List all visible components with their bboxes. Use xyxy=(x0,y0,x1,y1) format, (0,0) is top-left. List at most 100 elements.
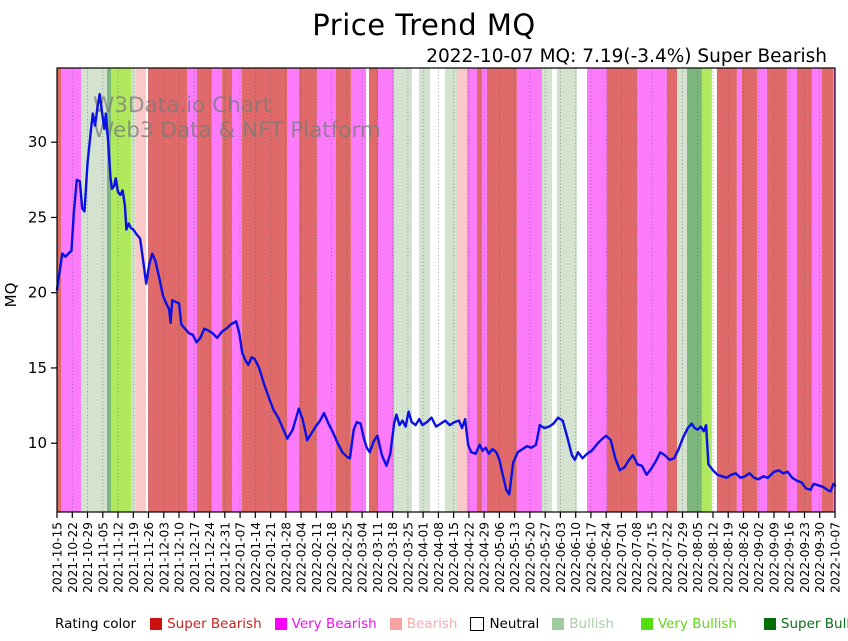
rating-band-super_bullish xyxy=(687,68,702,512)
rating-band-bullish xyxy=(542,68,553,512)
legend-label-neutral: Neutral xyxy=(489,616,540,632)
rating-band-bullish xyxy=(394,68,412,512)
rating-band-super_bearish xyxy=(336,68,351,512)
legend-swatch-very-bearish xyxy=(274,618,287,630)
rating-band-bearish xyxy=(457,68,467,512)
x-axis-tick-label: 2022-03-25 xyxy=(401,522,415,593)
plot-frame xyxy=(56,67,836,513)
x-axis-tick-label: 2022-01-28 xyxy=(279,522,293,593)
rating-legend: Rating color Super Bearish Very Bearish Be… xyxy=(55,616,848,632)
legend-label-super-bullish: Super Bullish xyxy=(780,616,848,632)
x-axis-tick-label: 2022-08-26 xyxy=(737,522,751,593)
x-axis-tick-label: 2021-12-24 xyxy=(203,522,217,593)
rating-band-super_bearish xyxy=(477,68,482,512)
x-axis-tick-label: 2022-03-11 xyxy=(371,522,385,593)
x-axis-tick-label: 2022-02-11 xyxy=(310,522,324,593)
x-axis-tick-label: 2022-07-15 xyxy=(645,522,659,593)
x-axis-tick-label: 2022-02-25 xyxy=(340,522,354,593)
x-axis-tick-label: 2022-01-14 xyxy=(249,522,263,593)
y-axis-tick-label: 30 xyxy=(28,133,47,151)
x-axis-tick-label: 2022-09-09 xyxy=(768,522,782,593)
x-axis-tick-label: 2022-04-08 xyxy=(432,522,446,593)
y-axis-label: MQ xyxy=(2,283,20,308)
legend-swatch-super-bullish xyxy=(763,618,776,630)
rating-band-super_bearish xyxy=(822,68,833,512)
x-axis-tick-label: 2022-09-16 xyxy=(783,522,797,593)
y-axis-tick-label: 25 xyxy=(28,208,47,226)
x-axis-tick-label: 2021-10-29 xyxy=(81,522,95,593)
x-axis-tick-label: 2021-12-17 xyxy=(188,522,202,593)
rating-band-very_bearish xyxy=(786,68,797,512)
rating-band-super_bearish xyxy=(242,68,287,512)
legend-swatch-very-bullish xyxy=(640,618,653,630)
rating-band-very_bearish xyxy=(212,68,223,512)
legend-label-very-bullish: Very Bullish xyxy=(657,616,737,632)
legend-lead-label: Rating color xyxy=(55,616,137,632)
rating-band-super_bearish xyxy=(369,68,378,512)
x-axis-tick-label: 2021-11-05 xyxy=(96,522,110,593)
legend-item-super-bearish: Super Bearish xyxy=(150,616,262,632)
x-axis-tick-label: 2022-07-08 xyxy=(630,522,644,593)
x-axis-tick-label: 2022-01-21 xyxy=(264,522,278,593)
x-axis-tick-label: 2022-09-02 xyxy=(752,522,766,593)
x-axis-tick-label: 2022-05-06 xyxy=(493,522,507,593)
rating-band-super_bearish xyxy=(716,68,737,512)
x-axis-tick-label: 2022-02-18 xyxy=(325,522,339,593)
x-axis-tick-label: 2022-06-03 xyxy=(554,522,568,593)
rating-band-super_bearish xyxy=(767,68,787,512)
y-axis-tick-label: 10 xyxy=(28,434,47,452)
mq-line xyxy=(55,92,837,496)
x-axis-tick-label: 2022-04-29 xyxy=(478,522,492,593)
x-axis-tick-label: 2022-08-19 xyxy=(722,522,736,593)
x-axis-tick-label: 2021-12-03 xyxy=(157,522,171,593)
rating-band-super_bearish xyxy=(197,68,212,512)
legend-label-very-bearish: Very Bearish xyxy=(291,616,377,632)
x-axis-tick-label: 2022-09-30 xyxy=(813,522,827,593)
chart-subtitle: 2022-10-07 MQ: 7.19(-3.4%) Super Bearish xyxy=(426,46,827,67)
rating-band-very_bearish xyxy=(187,68,198,512)
rating-band-very_bearish xyxy=(587,68,607,512)
x-axis-tick-label: 2022-06-17 xyxy=(584,522,598,593)
x-axis-tick-label: 2021-11-12 xyxy=(112,522,126,593)
rating-band-super_bearish xyxy=(222,68,232,512)
x-axis-tick-label: 2021-12-10 xyxy=(173,522,187,593)
rating-band-very_bearish xyxy=(351,68,367,512)
rating-band-very_bearish xyxy=(287,68,299,512)
x-axis-tick-label: 2022-07-22 xyxy=(661,522,675,593)
rating-band-super_bearish xyxy=(741,68,757,512)
rating-band-super_bearish xyxy=(487,68,517,512)
rating-band-bullish xyxy=(444,68,457,512)
x-axis-tick-label: 2022-01-07 xyxy=(234,522,248,593)
rating-band-very_bearish xyxy=(757,68,767,512)
legend-item-very-bearish: Very Bearish xyxy=(274,616,377,632)
legend-item-very-bullish: Very Bullish xyxy=(640,616,737,632)
x-axis-tick-label: 2022-04-15 xyxy=(447,522,461,593)
rating-band-super_bearish xyxy=(57,68,61,512)
rating-band-very_bearish xyxy=(833,68,835,512)
x-axis-tick-label: 2022-06-24 xyxy=(600,522,614,593)
rating-band-very_bearish xyxy=(812,68,823,512)
x-axis-tick-label: 2022-09-23 xyxy=(798,522,812,593)
rating-band-very_bearish xyxy=(466,68,477,512)
x-axis-tick-label: 2022-07-01 xyxy=(615,522,629,593)
watermark-line1: W3Data.io Chart xyxy=(93,93,271,118)
rating-band-bullish xyxy=(556,68,577,512)
x-axis-tick-label: 2022-08-05 xyxy=(691,522,705,593)
watermark-line2: Web3 Data & NFT Platform xyxy=(93,118,381,143)
x-axis-tick-label: 2022-04-22 xyxy=(462,522,476,593)
x-axis-tick-label: 2022-05-20 xyxy=(523,522,537,593)
chart-title: Price Trend MQ xyxy=(312,8,536,42)
rating-band-very_bearish xyxy=(736,68,742,512)
rating-band-bearish xyxy=(136,68,147,512)
x-axis-tick-label: 2021-10-22 xyxy=(66,522,80,593)
x-axis-tick-label: 2021-11-19 xyxy=(127,522,141,593)
rating-band-super_bullish xyxy=(107,68,111,512)
legend-label-bullish: Bullish xyxy=(569,616,614,632)
rating-band-very_bearish xyxy=(61,68,81,512)
legend-label-bearish: Bearish xyxy=(406,616,458,632)
rating-band-super_bearish xyxy=(666,68,677,512)
x-axis-tick-label: 2022-08-12 xyxy=(707,522,721,593)
legend-item-neutral: Neutral xyxy=(470,616,539,632)
rating-band-very_bearish xyxy=(316,68,336,512)
y-axis-tick-label: 15 xyxy=(28,359,47,377)
